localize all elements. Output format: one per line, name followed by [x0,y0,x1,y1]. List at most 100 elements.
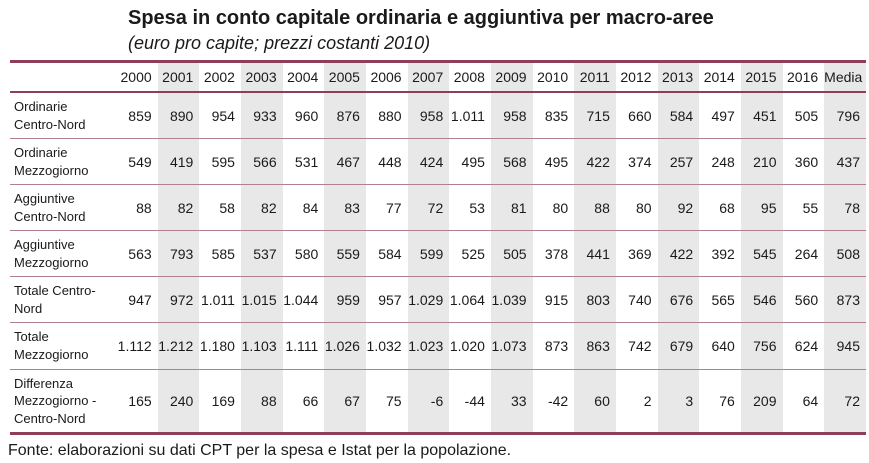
column-header-2015: 2015 [740,61,783,92]
value-cell: 80 [635,199,652,216]
value-cell: 248 [711,153,735,170]
title-block: Spesa in conto capitale ordinaria e aggi… [0,0,869,56]
value-cell: 1.180 [199,338,235,355]
value-cell: 566 [240,138,283,185]
value-cell: 835 [544,107,569,124]
value-cell: 1.039 [490,276,533,323]
value-cell: 257 [657,138,700,185]
value-cell: 580 [294,245,319,262]
value-cell: 88 [574,184,616,231]
value-cell: -6 [407,369,450,434]
value-cell: 33 [490,369,533,434]
row-label: Ordinarie Centro-Nord [14,99,86,132]
table-subtitle: (euro pro capite; prezzi costanti 2010) [128,33,431,53]
value-cell: 563 [128,245,152,262]
value-cell: 75 [386,392,402,409]
value-cell: 793 [157,230,200,277]
column-header-2002: 2002 [203,69,235,85]
value-cell: 422 [657,230,700,277]
value-cell: 58 [219,199,235,216]
value-cell: 1.020 [449,338,485,355]
value-cell: 599 [407,230,450,277]
value-cell: 796 [824,92,866,139]
column-header-2012: 2012 [620,69,652,85]
table-row: Totale Centro-Nord 947 972 1.011 1.015 1.044 9… [10,276,866,323]
value-cell: 68 [719,199,735,216]
value-cell: 77 [386,199,402,216]
value-cell: 1.011 [450,107,485,124]
value-cell: 55 [802,199,819,216]
data-table: 2000 2001 2002 2003 2004 2005 2006 2007 2008 2009… [10,60,866,436]
value-cell: 531 [294,153,319,170]
value-cell: 169 [211,392,235,409]
value-cell: 505 [794,107,819,124]
value-cell: 495 [461,153,485,170]
value-cell: 72 [824,369,866,434]
column-header-2009: 2009 [490,61,533,92]
value-cell: 972 [157,276,200,323]
value-cell: 1.212 [157,322,200,370]
value-cell: 537 [240,230,283,277]
value-cell: 957 [378,291,402,308]
value-cell: 1.029 [407,276,450,323]
value-cell: 595 [211,153,235,170]
value-cell: 80 [552,199,569,216]
value-cell: 640 [711,338,735,355]
value-cell: 437 [824,138,866,185]
corner-cell [10,62,116,93]
value-cell: 880 [378,107,402,124]
column-header-2001: 2001 [157,61,200,92]
value-cell: 60 [574,369,616,434]
value-cell: 945 [824,322,866,370]
value-cell: 565 [711,291,735,308]
value-cell: 947 [128,291,152,308]
value-cell: 859 [128,107,152,124]
value-cell: 958 [407,92,450,139]
value-cell: 742 [628,338,652,355]
value-cell: 1.044 [283,291,319,308]
header-row: 2000 2001 2002 2003 2004 2005 2006 2007 2008 2009… [10,61,866,93]
table-row: Ordinarie Mezzogiorno 549 419 595 566 531 467 4… [10,138,866,185]
value-cell: 585 [211,245,235,262]
value-cell: 451 [740,92,783,139]
table-title: Spesa in conto capitale ordinaria e aggi… [128,7,714,29]
value-cell: 873 [544,338,569,355]
column-header-2008: 2008 [453,69,485,85]
value-cell: 679 [657,322,700,370]
table-header: 2000 2001 2002 2003 2004 2005 2006 2007 2008 2009… [10,61,866,93]
value-cell: 424 [407,138,450,185]
column-header-media: Media [824,61,866,92]
value-cell: 959 [324,276,366,323]
value-cell: 66 [302,392,319,409]
value-cell: 525 [461,245,485,262]
column-header-2004: 2004 [287,69,319,85]
value-cell: 448 [378,153,402,170]
value-cell: 890 [157,92,200,139]
value-cell: 497 [711,107,735,124]
value-cell: -44 [464,392,485,409]
column-header-2010: 2010 [537,69,569,85]
column-header-2014: 2014 [703,69,735,85]
value-cell: 76 [719,392,735,409]
source-note: Fonte: elaborazioni su dati CPT per la s… [8,442,512,460]
value-cell: 210 [740,138,783,185]
value-cell: 441 [574,230,616,277]
value-cell: 549 [128,153,152,170]
value-cell: 82 [157,184,200,231]
value-cell: 95 [740,184,783,231]
value-cell: 560 [794,291,819,308]
value-cell: 81 [490,184,533,231]
row-label: Differenza Mezzogiorno - Centro-Nord [14,375,97,426]
column-header-2006: 2006 [370,69,402,85]
value-cell: 240 [157,369,200,434]
value-cell: 264 [794,245,819,262]
value-cell: 2 [643,392,652,409]
row-label: Aggiuntive Mezzogiorno [14,237,89,270]
table-row: Aggiuntive Centro-Nord 88 82 58 82 84 83 77 72 53… [10,184,866,231]
value-cell: 546 [740,276,783,323]
value-cell: 1.073 [490,322,533,370]
table-row: Ordinarie Centro-Nord 859 890 954 933 960 876 8… [10,92,866,139]
value-cell: 467 [324,138,366,185]
value-cell: 915 [544,291,569,308]
